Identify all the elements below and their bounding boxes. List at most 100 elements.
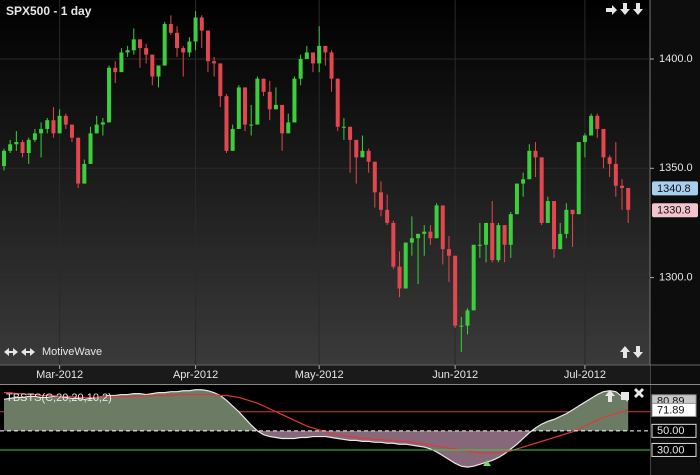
candle-body: [626, 187, 631, 210]
y-tick-label: 1350.0: [659, 162, 693, 174]
candle-body: [620, 185, 624, 188]
area-below: [4, 430, 629, 468]
candle-body: [125, 50, 130, 53]
candle-body: [521, 179, 526, 184]
candle-body: [502, 225, 507, 245]
scroll-right-icon[interactable]: [606, 5, 617, 15]
down-icon[interactable]: [633, 3, 643, 15]
candle-body: [552, 201, 557, 250]
candle-body: [107, 67, 112, 123]
chart-title: SPX500 - 1 day: [6, 4, 92, 18]
candle-body: [175, 32, 180, 49]
candle-body: [26, 139, 31, 153]
candle-body: [137, 39, 142, 49]
candle-body: [539, 157, 544, 223]
candle-body: [335, 78, 340, 127]
x-tick-label: Jul-2012: [564, 369, 606, 381]
candle-body: [471, 244, 476, 311]
candle-body: [243, 87, 248, 125]
candle-body: [496, 225, 501, 261]
up-icon[interactable]: [605, 390, 615, 402]
candle-body: [162, 24, 167, 66]
candle-body: [230, 128, 235, 151]
candle-body: [595, 115, 600, 129]
candle-body: [366, 150, 371, 162]
candle-body: [329, 52, 334, 79]
x-tick-label: Jun-2012: [432, 369, 478, 381]
candle-body: [323, 45, 328, 53]
y-tick-label: 1400.0: [659, 53, 693, 65]
candle-body: [477, 244, 482, 246]
candle-body: [181, 48, 186, 53]
candle-body: [354, 139, 359, 158]
x-tick-label: Mar-2012: [36, 369, 83, 381]
series-line: [3, 389, 629, 468]
candle-body: [168, 24, 173, 33]
price-marker: [652, 181, 698, 196]
candle-body: [187, 41, 192, 53]
candle-body: [440, 205, 445, 250]
indicator-title: TBSTS(C,20,20,10,2): [6, 392, 112, 404]
candle-body: [113, 67, 118, 73]
last-value-label: 71.89: [657, 404, 685, 416]
maximize-icon[interactable]: [621, 392, 629, 400]
candle-body: [218, 63, 223, 97]
candle-body: [564, 209, 569, 234]
price-marker: [652, 203, 698, 218]
last-value-box: [651, 402, 697, 417]
candle-body: [8, 144, 13, 151]
candle-body: [51, 120, 56, 134]
branding: MotiveWave: [42, 346, 102, 358]
candle-body: [607, 157, 612, 164]
candle-body: [292, 78, 297, 123]
candle-body: [88, 133, 93, 164]
candle-body: [576, 142, 581, 215]
candle-body: [32, 133, 37, 140]
candle-body: [205, 30, 210, 62]
candle-body: [490, 222, 495, 261]
candle-body: [144, 48, 149, 55]
close-icon[interactable]: [634, 388, 644, 398]
candle-body: [119, 52, 124, 73]
candle-body: [589, 115, 594, 136]
candle-body: [193, 17, 198, 42]
candle-body: [409, 238, 414, 243]
candle-body: [69, 124, 74, 138]
candle-body: [311, 52, 315, 64]
candle-body: [156, 65, 161, 77]
date-axis: [0, 365, 650, 384]
candle-body: [527, 150, 532, 180]
candle-body: [582, 135, 587, 143]
candle-body: [484, 222, 489, 245]
y-tick-box: [651, 423, 697, 438]
candle-body: [558, 233, 563, 250]
x-tick-label: Apr-2012: [173, 369, 218, 381]
pan-icon[interactable]: [21, 348, 35, 356]
up-icon[interactable]: [620, 346, 630, 358]
y-tick-label: 1300.0: [659, 271, 693, 283]
candle-body: [131, 39, 136, 51]
candle-body: [267, 91, 272, 110]
candle-body: [255, 78, 260, 125]
candle-body: [298, 59, 303, 79]
down-icon[interactable]: [633, 346, 643, 358]
y-tick-label: 50.00: [657, 425, 685, 437]
pan-icon[interactable]: [4, 348, 18, 356]
candle-body: [533, 150, 538, 158]
candle-body: [100, 122, 105, 125]
candle-body: [372, 161, 377, 193]
nav-icons[interactable]: [4, 3, 644, 402]
candle-body: [150, 54, 155, 77]
candle-body: [76, 137, 81, 184]
candle-body: [261, 78, 266, 92]
candle-body: [453, 255, 458, 326]
candle-body: [422, 231, 427, 234]
down-icon[interactable]: [620, 3, 630, 15]
candle-body: [199, 17, 204, 31]
candle-body: [14, 142, 19, 145]
candle-body: [20, 142, 25, 153]
candle-body: [378, 192, 383, 210]
